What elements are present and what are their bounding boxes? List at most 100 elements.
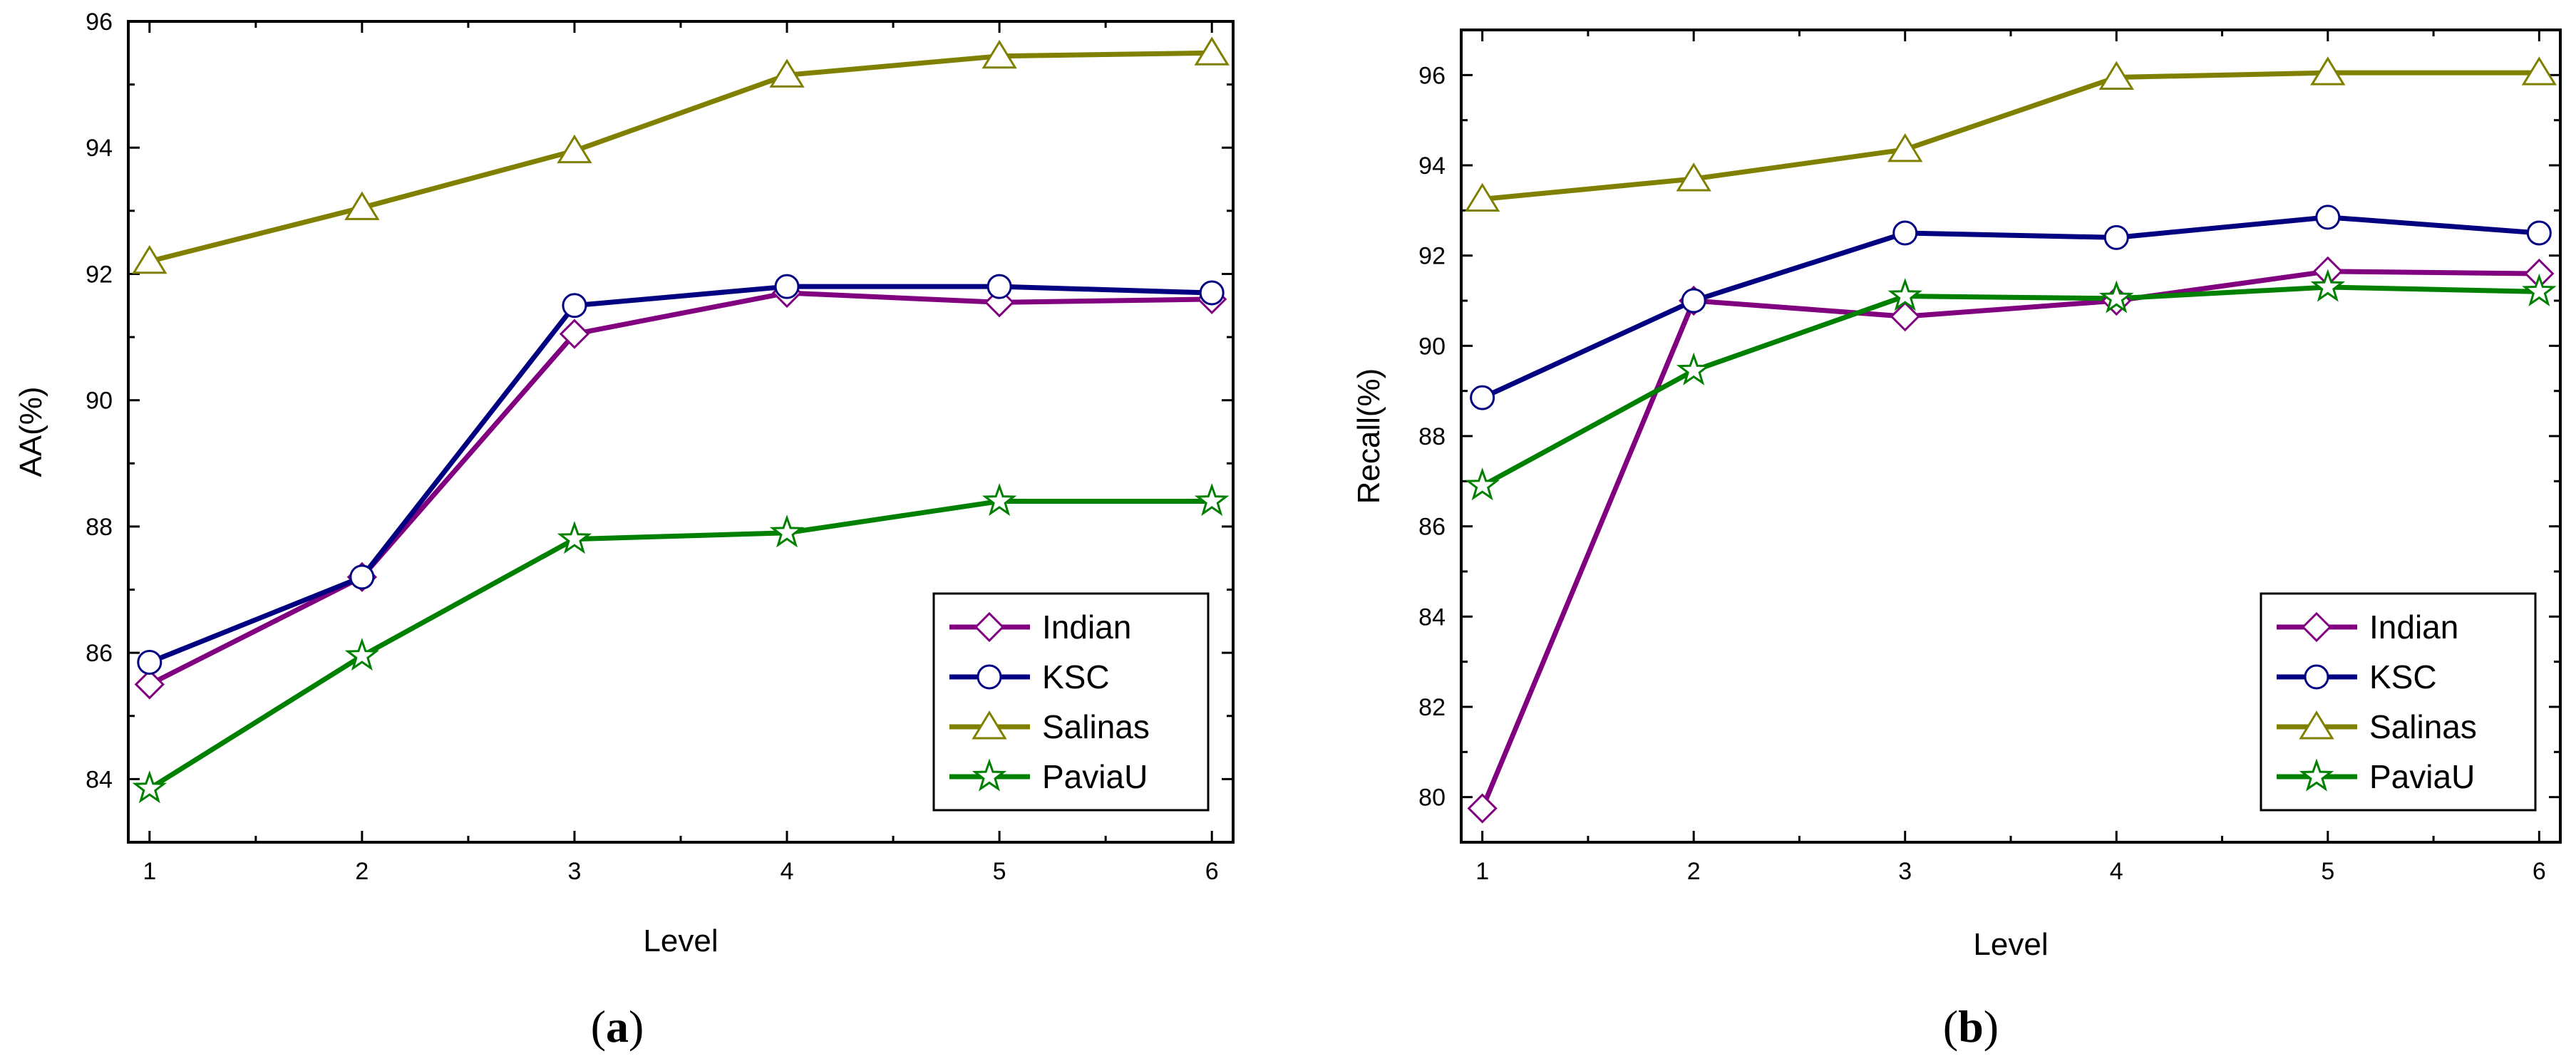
x-tick-label: 1 [1475,858,1489,885]
x-axis-label: Level [1973,927,2048,962]
x-tick-label: 4 [780,858,794,885]
legend-label-paviau: PaviaU [2369,758,2475,795]
y-tick-label: 94 [86,135,113,162]
series-line-indian [148,290,1212,687]
data-point-salinas [1887,133,1923,162]
data-point-salinas [982,39,1017,69]
y-tick-label: 90 [1418,333,1446,360]
y-tick-label: 82 [1418,694,1446,721]
data-point-salinas [1464,182,1500,212]
data-point-paviau [982,482,1017,517]
data-point-ksc [137,649,163,675]
data-point-salinas [2098,61,2134,90]
x-tick-label: 5 [993,858,1006,885]
legend: Indian KSC Salinas PaviaU [932,592,1210,812]
y-axis-label: AA(%) [14,386,48,477]
data-point-paviau [1465,467,1500,501]
x-tick-label: 3 [568,858,582,885]
y-tick-label: 88 [1418,423,1446,450]
data-point-paviau [557,521,592,554]
y-tick-label: 84 [1418,604,1446,631]
data-point-salinas [1194,36,1230,66]
legend-marker-indian [974,611,1005,643]
data-point-paviau [2522,273,2557,306]
legend-marker-paviau [2299,758,2334,792]
y-tick-label: 90 [86,388,113,415]
data-point-salinas [1676,162,1711,192]
legend-label-ksc: KSC [1042,658,1110,695]
data-point-ksc [1892,220,1918,246]
series-line-salinas [148,50,1212,264]
caption-panel-b: (b) [1943,1001,1999,1052]
caption-letter: b [1958,1001,1984,1052]
data-point-ksc [2315,205,2341,230]
legend-label-salinas: Salinas [2369,708,2477,745]
y-tick-label: 86 [1418,514,1446,541]
x-tick-label: 4 [2110,858,2123,885]
y-tick-label: 84 [86,766,113,793]
series-line-salinas [1482,70,2540,202]
data-point-paviau [1887,278,1922,311]
legend-marker-indian [2301,611,2332,643]
data-point-salinas [344,191,380,220]
y-axis-label: Recall(%) [1351,368,1386,504]
y-tick-label: 86 [86,640,113,667]
legend-marker-ksc [977,664,1002,690]
legend-label-ksc: KSC [2369,658,2437,695]
x-tick-label: 5 [2321,858,2334,885]
caption-letter: a [606,1001,629,1052]
y-tick-label: 92 [86,261,113,288]
y-tick-label: 94 [1418,152,1446,180]
data-point-salinas [2310,56,2346,86]
legend-marker-ksc [2304,664,2329,690]
data-point-paviau [1676,352,1711,385]
data-point-indian [1467,793,1498,824]
x-tick-label: 6 [1205,858,1219,885]
legend-marker-salinas [2299,710,2334,740]
data-point-paviau [132,770,168,804]
data-point-ksc [349,564,375,590]
data-point-ksc [1470,385,1495,410]
series-line-indian [1480,269,2540,809]
data-point-paviau [769,514,805,548]
data-point-ksc [562,293,587,319]
chart-panel-b: 80 82 84 86 88 90 92 94 96 1 2 3 4 5 6 Level Recall(%) In… [1351,29,2562,962]
x-tick-label: 2 [355,858,369,885]
legend-marker-salinas [972,710,1007,740]
series-line-ksc [1481,214,2540,400]
x-tick-label: 6 [2533,858,2546,885]
data-point-ksc [774,274,800,299]
y-tick-label: 96 [86,9,113,36]
legend: Indian KSC Salinas PaviaU [2260,592,2537,812]
data-point-salinas [132,244,168,274]
data-point-paviau [344,638,380,671]
data-point-paviau [1194,482,1230,517]
legend-marker-paviau [972,758,1007,792]
data-point-ksc [2526,220,2552,246]
series-line-paviau [1480,284,2540,488]
x-axis-label: Level [643,923,718,958]
x-tick-label: 3 [1898,858,1912,885]
y-tick-label: 92 [1418,243,1446,270]
data-point-paviau [2099,280,2134,314]
data-point-indian [1890,301,1920,332]
y-tick-label: 96 [1418,62,1446,89]
data-point-salinas [769,58,805,88]
y-tick-label: 88 [86,514,113,541]
legend-label-indian: Indian [2369,609,2458,646]
legend-label-indian: Indian [1042,609,1131,646]
x-tick-label: 1 [143,858,156,885]
data-point-salinas [557,134,592,164]
data-point-salinas [2521,56,2557,86]
legend-label-salinas: Salinas [1042,708,1150,745]
caption-panel-a: (a) [591,1001,644,1052]
data-point-indian [559,319,590,349]
data-point-paviau [2310,269,2346,302]
data-point-ksc [1681,288,1706,314]
legend-label-paviau: PaviaU [1042,758,1148,795]
data-point-ksc [1199,280,1225,306]
data-point-indian [134,669,165,700]
series-line-ksc [148,284,1212,665]
y-tick-label: 80 [1418,785,1446,812]
